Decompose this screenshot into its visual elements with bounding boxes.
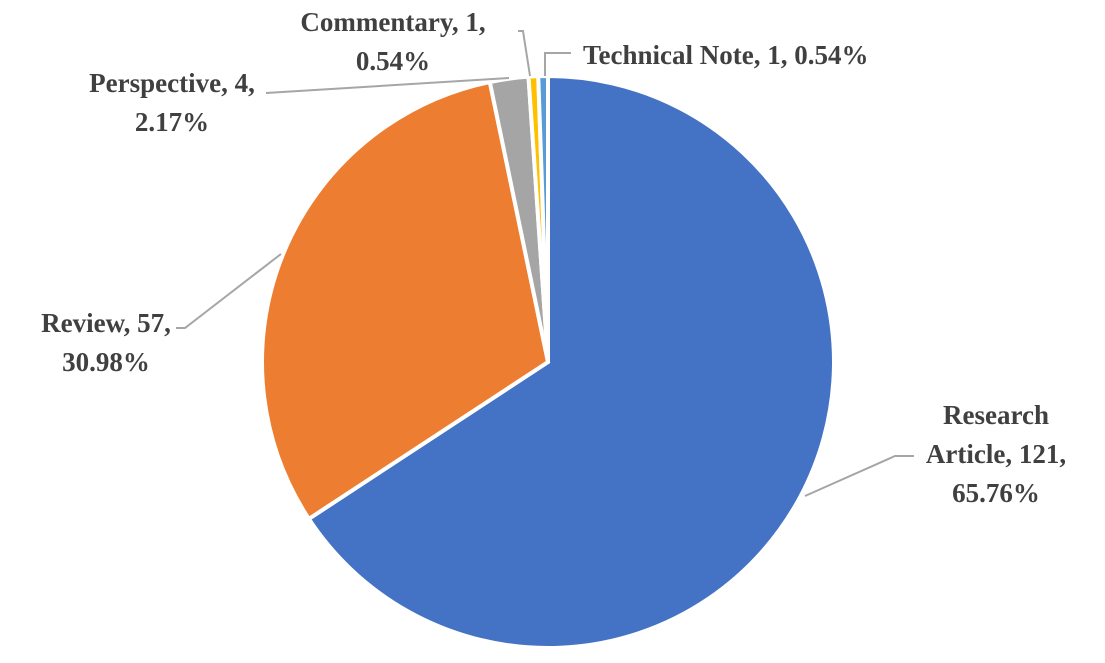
data-labels: Research Article, 121, 65.76% Review, 57, 30… bbox=[41, 7, 1066, 508]
pie-slice-research-article bbox=[306, 73, 836, 650]
leader-line-perspective bbox=[265, 77, 510, 94]
leader-line-research-article bbox=[804, 455, 914, 497]
data-label-line: Research bbox=[943, 400, 1049, 430]
data-label-line: 65.76% bbox=[952, 478, 1040, 508]
leader-lines bbox=[176, 30, 914, 497]
leader-line-commentary bbox=[518, 30, 531, 77]
data-label-line: 2.17% bbox=[135, 107, 209, 137]
pie-slice-technical-note bbox=[536, 73, 550, 363]
pie-slice-review bbox=[259, 79, 551, 522]
data-label-line: 30.98% bbox=[62, 347, 150, 377]
data-label-review: Review, 57, 30.98% bbox=[41, 308, 171, 377]
data-label-research-article: Research Article, 121, 65.76% bbox=[926, 400, 1066, 508]
data-label-line: Commentary, 1, bbox=[300, 7, 485, 37]
leader-line-review bbox=[176, 253, 282, 329]
data-label-perspective: Perspective, 4, 2.17% bbox=[89, 68, 255, 137]
data-label-line: Article, 121, bbox=[926, 439, 1066, 469]
data-label-line: Technical Note, 1, 0.54% bbox=[583, 40, 869, 70]
data-label-line: Perspective, 4, bbox=[89, 68, 255, 98]
data-label-line: Review, 57, bbox=[41, 308, 171, 338]
data-label-technical-note: Technical Note, 1, 0.54% bbox=[583, 40, 869, 70]
leader-line-technical-note bbox=[544, 52, 571, 76]
pie-slices bbox=[259, 73, 836, 650]
data-label-commentary: Commentary, 1, 0.54% bbox=[300, 7, 485, 76]
data-label-line: 0.54% bbox=[356, 46, 430, 76]
